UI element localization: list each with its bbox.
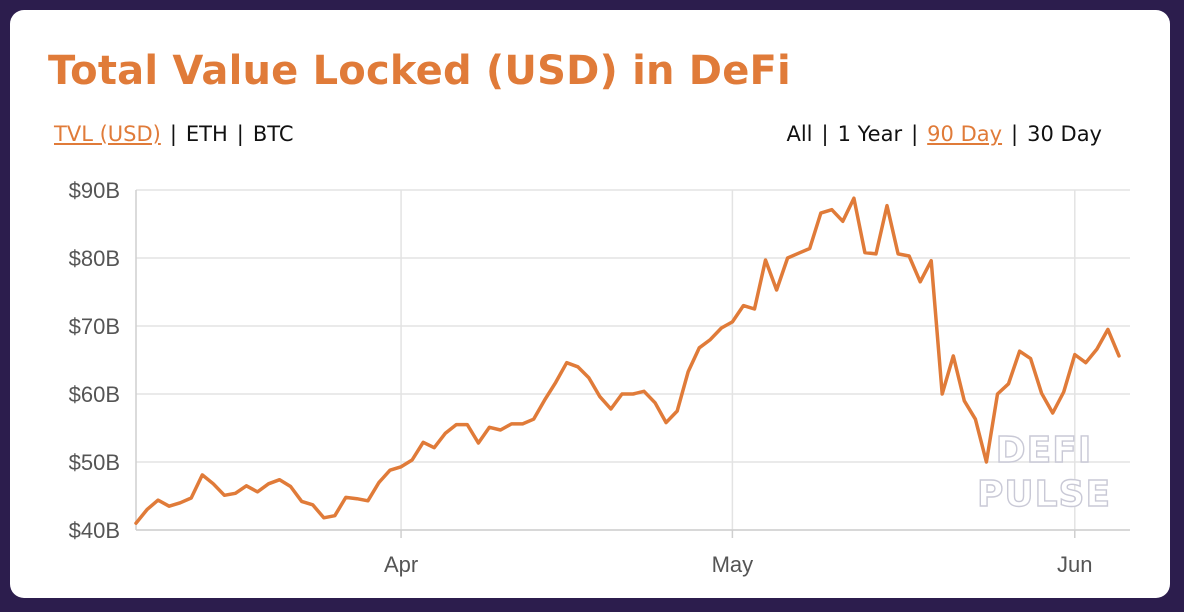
x-tick-label: May [712,552,754,577]
metric-option-eth[interactable]: ETH [185,122,228,146]
separator: | [236,122,244,146]
y-tick-label: $50B [69,450,120,475]
range-option-30-day[interactable]: 30 Day [1027,122,1102,146]
x-tick-label: Apr [384,552,418,577]
y-tick-label: $70B [69,314,120,339]
series-line-tvl [134,196,1121,525]
metric-option-btc[interactable]: BTC [252,122,294,146]
range-toggle: All | 1 Year | 90 Day | 30 Day [786,122,1102,146]
y-tick-label: $80B [69,246,120,271]
y-axis-ticks: $40B $50B $60B $70B $80B $90B [69,178,120,543]
range-option-1-year[interactable]: 1 Year [837,122,903,146]
metric-toggle: TVL (USD) | ETH | BTC [54,122,294,146]
series-layer [134,196,1121,525]
grid [135,189,1130,538]
separator: | [911,122,919,146]
tvl-line-chart: $40B $50B $60B $70B $80B $90B Apr May Jun DEFIP… [69,178,1130,577]
separator: | [169,122,177,146]
separator: | [821,122,829,146]
y-tick-label: $90B [69,178,120,203]
x-tick-label: Jun [1057,552,1092,577]
x-axis-ticks: Apr May Jun [384,552,1093,577]
range-option-all[interactable]: All [786,122,813,146]
y-tick-label: $60B [69,382,120,407]
range-option-90-day[interactable]: 90 Day [927,122,1003,146]
separator: | [1011,122,1019,146]
watermark-text: PULSE [977,474,1111,515]
chart-card: Total Value Locked (USD) in DeFi TVL (US… [10,10,1170,598]
chart-title: Total Value Locked (USD) in DeFi [48,48,791,94]
y-tick-label: $40B [69,518,120,543]
watermark-text: DEFI [996,430,1092,471]
metric-option-tvl-usd[interactable]: TVL (USD) [54,122,161,146]
